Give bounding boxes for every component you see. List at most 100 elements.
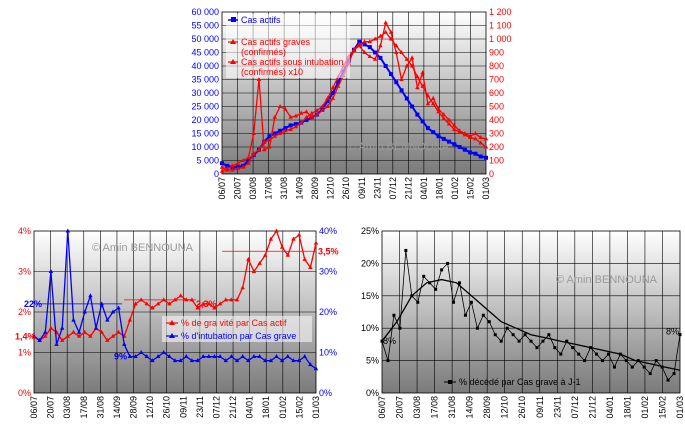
data-point [256, 77, 262, 81]
data-point [246, 160, 251, 165]
data-point [283, 126, 288, 131]
data-point [283, 128, 288, 133]
x-tick-label: 28/09 [310, 177, 320, 200]
y-right-tick-label: 400 [489, 115, 504, 125]
x-tick-label: 03/08 [62, 396, 72, 419]
y-right-tick-label: 40% [319, 226, 337, 236]
data-point [277, 131, 283, 135]
data-point [60, 337, 65, 342]
data-point [251, 269, 257, 273]
data-point [212, 305, 217, 310]
data-point [189, 297, 195, 302]
data-point [60, 325, 65, 330]
data-point [133, 354, 138, 359]
x-tick-label: 01/02 [278, 396, 288, 419]
data-point [217, 301, 223, 306]
data-point [291, 236, 296, 241]
x-tick-label: 28/09 [482, 396, 492, 419]
data-point [235, 160, 241, 165]
data-point [122, 341, 127, 346]
data-point [642, 365, 646, 369]
y-left-tick-label: 2% [18, 307, 31, 317]
data-point [654, 359, 658, 363]
y-left-tick-label: 15 000 [191, 129, 219, 139]
data-point [394, 50, 399, 54]
series-line-1 [381, 278, 681, 371]
data-point [415, 74, 420, 79]
data-point [288, 123, 293, 128]
data-point [481, 313, 485, 317]
data-point [201, 354, 206, 359]
data-point [110, 333, 116, 338]
data-point [469, 300, 473, 304]
data-point [624, 359, 628, 363]
data-point [206, 301, 212, 306]
data-point [431, 95, 436, 100]
x-tick-label: 26/10 [341, 177, 351, 200]
x-tick-label: 23/11 [372, 177, 382, 199]
data-point [274, 228, 279, 233]
data-point [155, 354, 161, 359]
data-point [399, 88, 404, 93]
data-point [246, 155, 251, 160]
data-point [378, 43, 383, 48]
data-point [99, 329, 104, 334]
data-point [263, 252, 268, 257]
data-point [447, 139, 452, 144]
y-right-tick-label: 900 [489, 48, 504, 58]
data-point [201, 301, 206, 306]
data-point [404, 56, 409, 61]
data-point [314, 112, 320, 117]
data-point [251, 151, 256, 156]
data-point [178, 293, 183, 298]
data-point [285, 252, 290, 257]
data-point [82, 309, 87, 314]
data-point [630, 365, 634, 369]
data-point [330, 91, 335, 95]
y-right-tick-label: 700 [489, 75, 504, 85]
data-point [416, 300, 420, 304]
legend-item-deces: % décédé par Cas grave à J-1 [444, 377, 581, 387]
data-point [436, 109, 441, 114]
svg-text:Cas actifs graves(confirmés): Cas actifs graves (confirmés) [241, 37, 311, 57]
data-point [473, 151, 478, 156]
data-point [71, 317, 76, 322]
y-left-tick-label: 25 000 [191, 102, 219, 112]
data-point [195, 305, 200, 310]
data-point [93, 325, 99, 330]
data-point [235, 166, 241, 171]
watermark-1: © Amin BENNOUNA [348, 141, 450, 153]
y-right-tick-label: 200 [489, 142, 504, 152]
data-point [583, 359, 587, 363]
data-point [452, 126, 457, 131]
data-point [431, 101, 436, 106]
data-point [468, 150, 473, 155]
data-point [404, 96, 409, 101]
data-point [133, 301, 138, 306]
data-point [184, 354, 189, 359]
data-point [246, 256, 251, 261]
x-tick-label: 03/08 [248, 177, 258, 200]
x-tick-label: 15/02 [294, 396, 304, 419]
data-point [595, 352, 599, 356]
data-point [571, 346, 575, 350]
data-point [372, 56, 378, 61]
x-tick-label: 31/08 [447, 396, 457, 419]
x-tick-label: 20/07 [395, 396, 405, 419]
data-point [475, 326, 479, 330]
data-point [223, 358, 228, 363]
x-tick-label: 01/02 [450, 177, 460, 200]
legend-item-intubation-rate: % d'intubation par Cas grave [166, 331, 296, 341]
y-right-tick-label: 0% [319, 388, 332, 398]
x-tick-label: 01/03 [311, 396, 321, 419]
data-point [206, 354, 212, 359]
data-point [409, 55, 415, 60]
data-point [277, 104, 283, 108]
data-point [612, 365, 616, 369]
data-point [404, 248, 408, 252]
data-point [251, 131, 256, 135]
data-point [116, 329, 121, 334]
data-point [189, 358, 195, 363]
x-tick-label: 01/03 [481, 177, 491, 200]
